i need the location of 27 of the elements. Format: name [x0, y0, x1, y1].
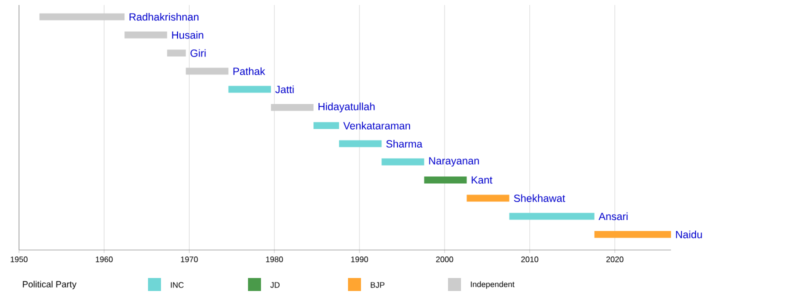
bar — [466, 194, 510, 202]
bar — [39, 13, 125, 20]
bar — [167, 50, 186, 57]
y-tick-label: Shekhawat — [514, 194, 566, 202]
y-tick-label: Giri — [190, 49, 206, 57]
y-tick-label: Pathak — [233, 67, 266, 76]
bar — [424, 176, 467, 184]
bar — [339, 140, 382, 148]
y-tick-label: Radhakrishnan — [130, 12, 198, 21]
bar — [186, 68, 228, 75]
bar — [509, 212, 594, 220]
bar — [594, 230, 672, 238]
y-tick-label: Sharma — [386, 140, 422, 148]
y-tick-label: Narayanan — [429, 157, 479, 167]
y-tick-label: Ansari — [598, 212, 628, 220]
y-tick-label: Jatti — [275, 85, 294, 94]
legend-title: Political Party — [22, 280, 76, 290]
bar — [314, 122, 340, 130]
y-tick-label: Naidu — [676, 230, 702, 238]
y-tick-label: Husain — [172, 31, 204, 39]
bar — [382, 158, 424, 166]
y-tick-label: Hidayatullah — [318, 102, 375, 112]
bar — [270, 104, 314, 111]
bar — [228, 86, 271, 93]
y-tick-label: Venkataraman — [343, 122, 410, 130]
y-tick-label: Kant — [472, 176, 492, 184]
bar — [124, 31, 168, 38]
